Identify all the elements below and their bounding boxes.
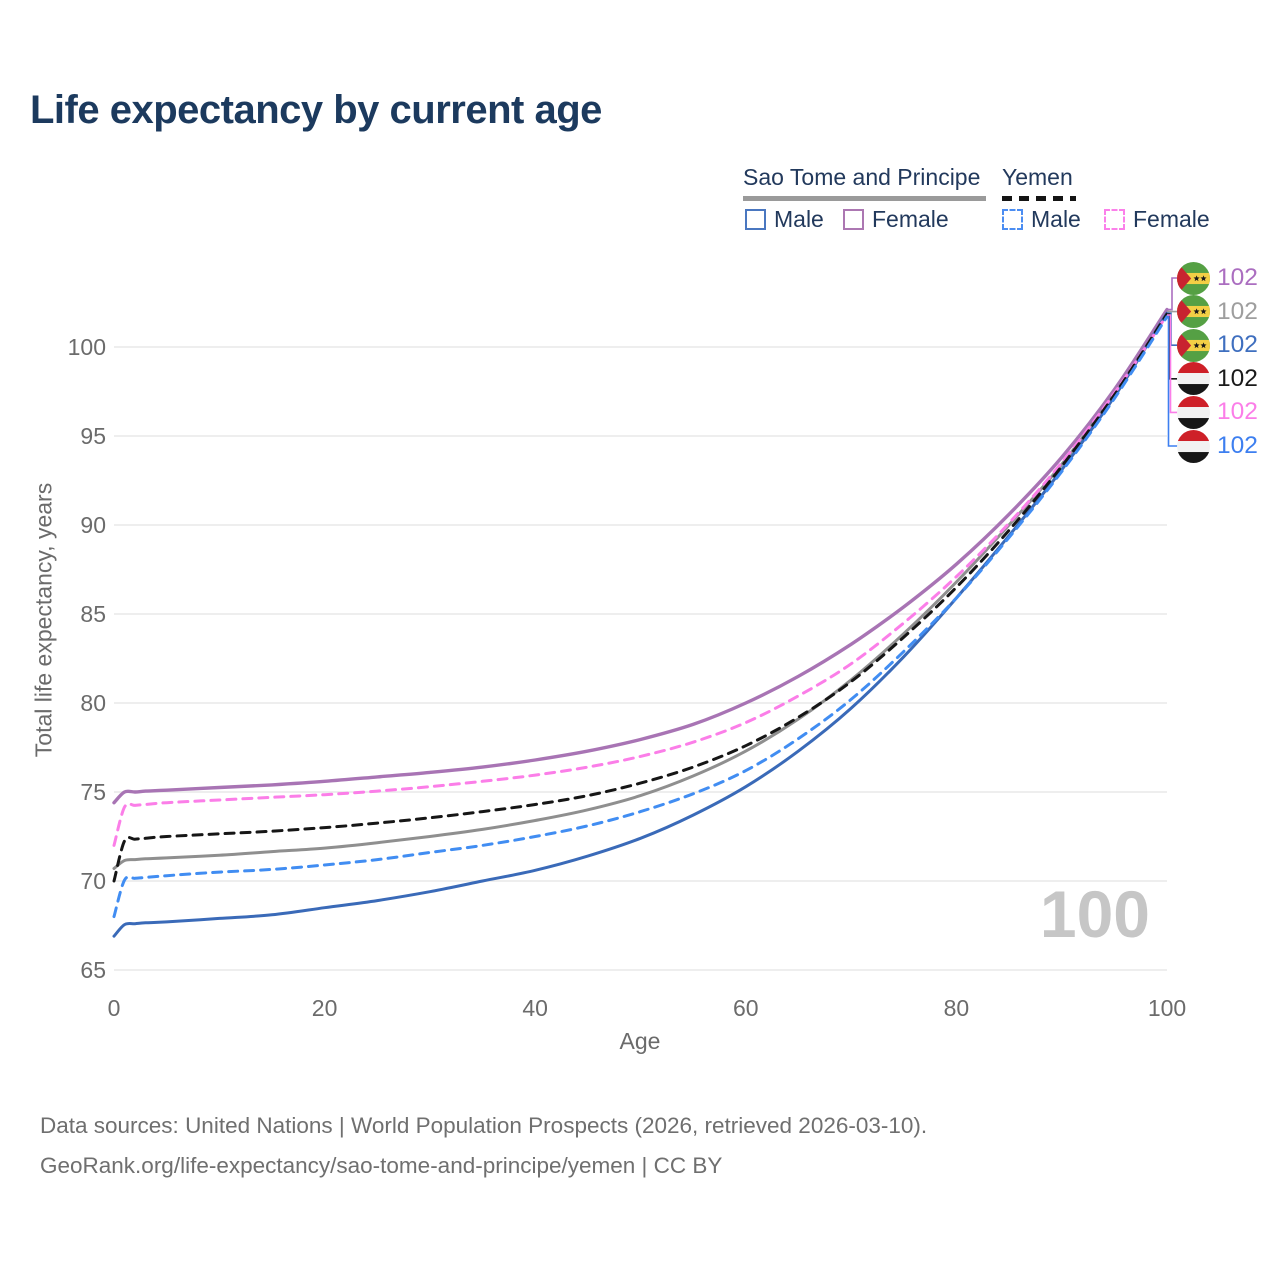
end-label-row-yemen-male[interactable]: 102 <box>1177 429 1258 463</box>
end-label-value: 102 <box>1217 331 1258 359</box>
end-label-value: 102 <box>1217 264 1258 291</box>
y-tick-label: 90 <box>80 512 106 538</box>
legend-group-sao-tome[interactable]: Sao Tome and Principe <box>743 164 986 201</box>
legend-swatch-yemen-male <box>1002 208 1023 230</box>
y-tick-label: 75 <box>80 779 106 805</box>
legend-item-label: Male <box>774 205 824 232</box>
yemen-flag-icon <box>1177 429 1210 463</box>
x-axis-title: Age <box>619 1028 661 1054</box>
y-tick-label: 100 <box>68 334 106 360</box>
legend-group-yemen[interactable]: Yemen <box>1002 164 1076 201</box>
x-tick-label: 60 <box>733 995 759 1021</box>
y-tick-label: 85 <box>80 601 106 627</box>
legend-item-stp-female[interactable]: Female <box>843 205 949 232</box>
legend-item-yemen-male[interactable]: Male <box>1002 205 1081 232</box>
y-axis-title: Total life expectancy, years <box>30 482 57 758</box>
line-stp-both[interactable] <box>112 309 1169 870</box>
legend-swatch-stp-male <box>745 208 766 230</box>
legend-underline-dashed <box>1002 196 1076 201</box>
sao-tome-flag-icon <box>1177 328 1210 362</box>
footer-url-license: GeoRank.org/life-expectancy/sao-tome-and… <box>40 1153 723 1178</box>
line-yemen-both[interactable] <box>112 312 1169 883</box>
y-tick-label: 65 <box>80 957 106 983</box>
end-label-row-stp-both[interactable]: 102 <box>1177 295 1258 329</box>
end-label-row-stp-female[interactable]: 102 <box>1177 261 1258 295</box>
leader-line-yemen-female <box>1167 314 1178 414</box>
legend-swatch-stp-female <box>843 208 864 230</box>
x-tick-label: 40 <box>522 995 548 1021</box>
x-tick-label: 0 <box>108 995 121 1021</box>
legend-item-label: Male <box>1031 205 1081 232</box>
leader-line-yemen-male <box>1167 315 1178 447</box>
chart-title: Life expectancy by current age <box>30 88 602 132</box>
line-stp-female[interactable] <box>112 307 1169 805</box>
legend-item-label: Female <box>1133 205 1210 232</box>
y-tick-label: 70 <box>80 868 106 894</box>
legend-swatch-yemen-female <box>1104 208 1125 230</box>
y-tick-label: 80 <box>80 690 106 716</box>
end-label-row-yemen-both[interactable]: 102 <box>1177 362 1258 396</box>
y-tick-label: 95 <box>80 423 106 449</box>
end-label-value: 102 <box>1217 364 1258 392</box>
sao-tome-flag-icon <box>1177 261 1210 295</box>
end-label-value: 102 <box>1217 432 1258 459</box>
legend-group-title[interactable]: Yemen <box>1002 164 1073 190</box>
legend-item-stp-male[interactable]: Male <box>745 205 824 232</box>
legend-item-yemen-female[interactable]: Female <box>1104 205 1210 232</box>
line-yemen-female[interactable] <box>112 313 1169 847</box>
x-tick-label: 20 <box>312 995 338 1021</box>
legend-group-title[interactable]: Sao Tome and Principe <box>743 164 981 190</box>
end-label-value: 102 <box>1217 398 1258 426</box>
yemen-flag-icon <box>1177 395 1210 429</box>
x-tick-label: 100 <box>1148 995 1186 1021</box>
x-tick-label: 80 <box>944 995 970 1021</box>
legend-underline-solid <box>743 196 986 201</box>
footer-data-sources: Data sources: United Nations | World Pop… <box>40 1113 928 1138</box>
end-label-row-yemen-female[interactable]: 102 <box>1177 395 1258 429</box>
leader-line-yemen-both <box>1167 313 1178 380</box>
legend-item-label: Female <box>872 205 949 232</box>
hover-age-watermark: 100 <box>1039 877 1150 951</box>
yemen-flag-icon <box>1177 362 1210 396</box>
end-label-value: 102 <box>1217 297 1258 325</box>
line-yemen-male[interactable] <box>112 315 1169 919</box>
end-label-row-stp-male[interactable]: 102 <box>1177 328 1258 362</box>
line-stp-male[interactable] <box>112 311 1169 938</box>
leader-line-stp-female <box>1167 277 1178 311</box>
sao-tome-flag-icon <box>1177 295 1210 329</box>
footer-attribution: Data sources: United Nations | World Pop… <box>40 1106 927 1186</box>
